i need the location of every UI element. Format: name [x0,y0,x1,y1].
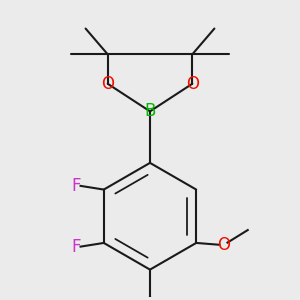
Text: O: O [101,75,114,93]
Text: F: F [71,177,81,195]
Text: F: F [71,238,81,256]
Text: O: O [217,236,230,254]
Text: B: B [144,102,156,120]
Text: O: O [186,75,199,93]
